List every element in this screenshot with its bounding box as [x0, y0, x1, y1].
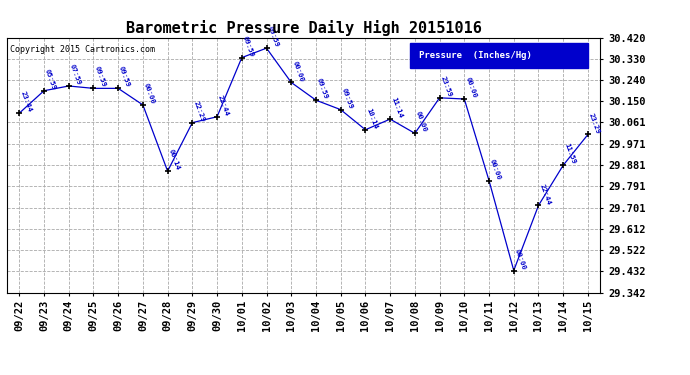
Text: 23:59: 23:59: [440, 75, 453, 98]
Text: 00:00: 00:00: [489, 158, 502, 181]
Text: Pressure  (Inches/Hg): Pressure (Inches/Hg): [420, 51, 532, 60]
Text: 00:00: 00:00: [514, 248, 527, 270]
Text: 23:44: 23:44: [19, 91, 32, 113]
Text: 09:59: 09:59: [93, 66, 106, 88]
Text: 11:59: 11:59: [563, 142, 576, 165]
Title: Barometric Pressure Daily High 20151016: Barometric Pressure Daily High 20151016: [126, 20, 482, 36]
Text: 05:59: 05:59: [44, 68, 57, 91]
Text: 09:59: 09:59: [266, 26, 279, 48]
Text: 09:59: 09:59: [341, 87, 354, 109]
Text: 00:14: 00:14: [168, 148, 181, 171]
Text: 23:29: 23:29: [588, 112, 601, 135]
Text: 09:59: 09:59: [316, 78, 329, 100]
Text: 10:14: 10:14: [366, 107, 379, 130]
Text: Copyright 2015 Cartronics.com: Copyright 2015 Cartronics.com: [10, 45, 155, 54]
Text: 22:44: 22:44: [217, 94, 230, 117]
Bar: [411, 43, 589, 68]
Text: 22:44: 22:44: [538, 183, 551, 206]
Text: 09:59: 09:59: [118, 66, 131, 88]
Text: 07:59: 07:59: [69, 63, 82, 86]
Text: 00:00: 00:00: [143, 82, 156, 105]
Text: 00:00: 00:00: [291, 60, 304, 82]
Text: 11:14: 11:14: [390, 96, 403, 119]
Text: 00:00: 00:00: [415, 111, 428, 133]
Text: 09:59: 09:59: [241, 35, 255, 58]
Text: 22:29: 22:29: [193, 100, 206, 123]
Text: 00:00: 00:00: [464, 76, 477, 99]
